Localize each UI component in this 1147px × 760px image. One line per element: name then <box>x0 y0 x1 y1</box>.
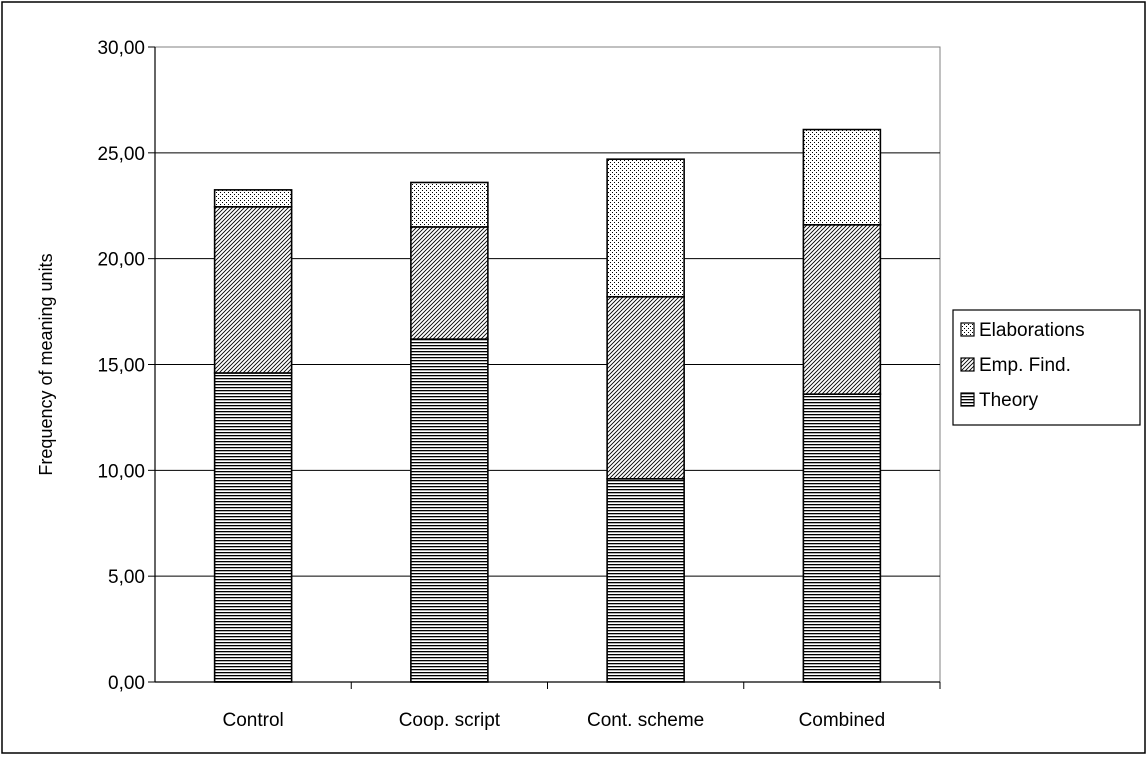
y-tick-label: 5,00 <box>108 567 145 588</box>
y-tick-label: 10,00 <box>97 461 145 482</box>
x-tick-label: Control <box>223 710 284 731</box>
y-axis-label: Frequency of meaning units <box>36 253 56 475</box>
bar-theory <box>606 477 685 683</box>
axes-layer: 0,00 5,00 10,00 15,00 20,00 25,00 30,00 Frequen… <box>36 38 941 731</box>
y-tick-label: 25,00 <box>97 144 145 165</box>
legend-swatch <box>960 357 975 372</box>
x-tick-label: Combined <box>799 710 886 731</box>
legend-box <box>952 309 1141 426</box>
bar-theory <box>213 372 293 683</box>
bar-emp-find <box>606 295 685 480</box>
x-tick-label: Cont. scheme <box>587 710 704 731</box>
legend-label: Elaborations <box>979 320 1085 341</box>
y-tick-label: 15,00 <box>97 356 145 377</box>
bar-elaborations <box>606 158 685 298</box>
bars-layer <box>213 128 882 683</box>
bar-emp-find <box>802 224 882 395</box>
bar-theory <box>410 338 489 683</box>
x-tick-label: Coop. script <box>399 710 501 731</box>
legend-label: Emp. Find. <box>979 355 1071 376</box>
y-tick-label: 20,00 <box>97 250 145 271</box>
y-tick-label: 0,00 <box>108 673 145 694</box>
bar-elaborations <box>802 128 882 226</box>
legend-swatch <box>960 392 975 407</box>
bar-elaborations <box>213 189 293 208</box>
bar-emp-find <box>213 206 293 374</box>
bar-elaborations <box>410 181 489 228</box>
legend-label: Theory <box>979 390 1039 411</box>
legend-swatch <box>960 322 975 337</box>
legend: Elaborations Emp. Find. Theory <box>952 309 1141 426</box>
bar-emp-find <box>410 226 489 340</box>
bar-theory <box>802 393 882 683</box>
y-tick-label: 30,00 <box>97 38 145 59</box>
